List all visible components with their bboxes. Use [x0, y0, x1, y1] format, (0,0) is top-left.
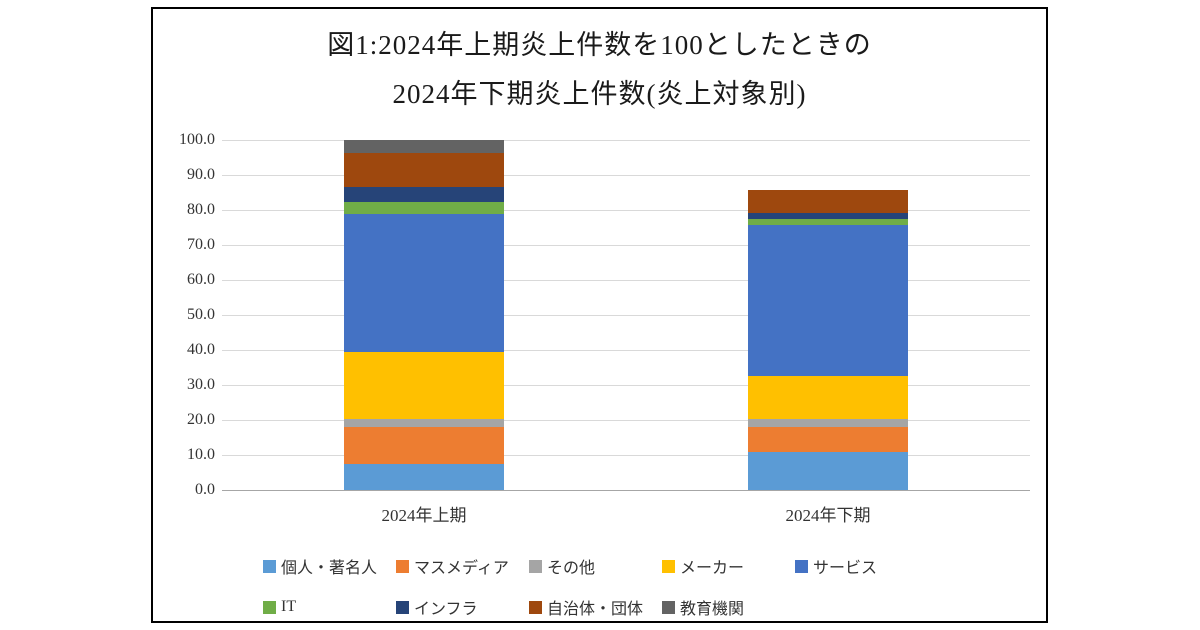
legend-swatch	[662, 559, 675, 573]
bar-segment	[748, 418, 908, 427]
bar-segment	[344, 352, 504, 419]
bar-segment	[748, 213, 908, 220]
y-tick-label: 100.0	[179, 131, 215, 148]
y-tick-label: 10.0	[187, 446, 215, 463]
x-axis-line	[222, 490, 1030, 491]
legend-item: インフラ	[396, 595, 529, 619]
x-axis-labels: 2024年上期 2024年下期	[222, 501, 1030, 525]
chart-frame: 図1:2024年上期炎上件数を100としたときの 2024年下期炎上件数(炎上対…	[151, 7, 1048, 623]
legend-label: 自治体・団体	[547, 601, 644, 618]
chart-title-line1: 図1:2024年上期炎上件数を100としたときの	[327, 30, 872, 60]
stacked-bar	[344, 140, 504, 490]
legend-item: その他	[529, 554, 662, 578]
legend-item: マスメディア	[396, 554, 529, 578]
gridline	[222, 350, 1030, 351]
legend-item: サービス	[795, 554, 928, 578]
bar-segment	[748, 375, 908, 419]
bar-segment	[344, 427, 504, 465]
legend-label: 個人・著名人	[281, 560, 378, 577]
legend-item: 個人・著名人	[263, 554, 396, 578]
gridline	[222, 455, 1030, 456]
bar-segment	[344, 464, 504, 490]
legend-label: サービス	[813, 560, 878, 577]
y-tick-label: 90.0	[187, 166, 215, 183]
gridline	[222, 420, 1030, 421]
x-tick-label: 2024年上期	[381, 506, 467, 525]
y-tick-label: 40.0	[187, 341, 215, 358]
legend-swatch	[529, 559, 542, 573]
legend-label: IT	[281, 598, 297, 615]
bar-segment	[344, 186, 504, 202]
y-tick-label: 20.0	[187, 411, 215, 428]
legend-swatch	[396, 600, 409, 614]
legend-swatch	[529, 600, 542, 614]
legend-label: その他	[547, 560, 596, 577]
gridline	[222, 140, 1030, 141]
chart-title: 図1:2024年上期炎上件数を100としたときの 2024年下期炎上件数(炎上対…	[153, 21, 1046, 119]
legend-label: マスメディア	[414, 560, 509, 577]
legend-item: メーカー	[662, 554, 795, 578]
legend-swatch	[396, 559, 409, 573]
bar-segment	[748, 219, 908, 226]
stacked-bar	[748, 140, 908, 490]
chart-title-line2: 2024年下期炎上件数(炎上対象別)	[392, 79, 807, 109]
gridline	[222, 385, 1030, 386]
bar-segment	[748, 427, 908, 452]
legend-label: メーカー	[680, 560, 745, 577]
bar-segment	[344, 201, 504, 214]
bar-segment	[344, 152, 504, 187]
chart-legend: 個人・著名人 マスメディア その他 メーカー サービス IT インフラ 自治体・団体 教育機関	[263, 554, 928, 619]
bar-segment	[748, 225, 908, 376]
plot-area	[222, 140, 1030, 491]
bar-segment	[344, 418, 504, 427]
y-tick-label: 70.0	[187, 236, 215, 253]
legend-swatch	[263, 559, 276, 573]
gridline	[222, 175, 1030, 176]
legend-label: インフラ	[414, 601, 478, 618]
y-tick-label: 0.0	[195, 481, 215, 498]
y-tick-label: 80.0	[187, 201, 215, 218]
legend-swatch	[662, 600, 675, 614]
y-tick-label: 60.0	[187, 271, 215, 288]
gridline	[222, 210, 1030, 211]
bar-segment	[344, 140, 504, 153]
bar-segment	[344, 213, 504, 353]
gridline	[222, 280, 1030, 281]
gridline	[222, 315, 1030, 316]
y-tick-label: 30.0	[187, 376, 215, 393]
x-tick-label: 2024年下期	[785, 506, 871, 525]
legend-label: 教育機関	[680, 601, 745, 618]
legend-item: IT	[263, 595, 396, 619]
bar-segment	[748, 190, 908, 214]
legend-swatch	[795, 559, 808, 573]
bar-segment	[748, 451, 908, 490]
gridline	[222, 245, 1030, 246]
legend-item: 自治体・団体	[529, 595, 662, 619]
legend-swatch	[263, 600, 276, 614]
legend-item: 教育機関	[662, 595, 795, 619]
y-axis-labels: 0.0 10.0 20.0 30.0 40.0 50.0 60.0 70.0 80.0 90.0 1…	[153, 131, 215, 498]
y-tick-label: 50.0	[187, 306, 215, 323]
